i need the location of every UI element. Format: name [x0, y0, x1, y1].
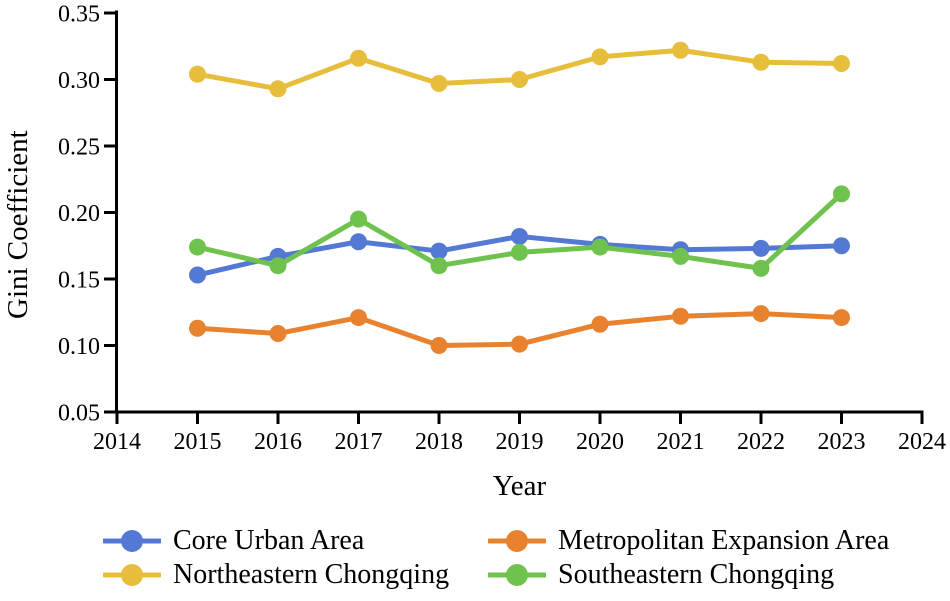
series-point-southeastern-chongqing [511, 243, 528, 261]
x-tick-label: 2021 [657, 429, 705, 455]
legend-label-metropolitan-expansion-area: Metropolitan Expansion Area [558, 525, 890, 556]
series-point-core-urban-area [350, 233, 367, 251]
series-point-metropolitan-expansion-area [672, 307, 689, 325]
series-point-northeastern-chongqing [752, 53, 770, 71]
legend-marker-metropolitan-expansion-area [488, 530, 546, 552]
series-point-southeastern-chongqing [350, 210, 367, 228]
legend: Core Urban Area Metropolitan Expansion Ar… [103, 524, 948, 592]
y-tick-label: 0.05 [58, 401, 100, 427]
series-point-metropolitan-expansion-area [752, 305, 770, 323]
legend-label-northeastern-chongqing: Northeastern Chongqing [173, 559, 450, 590]
y-axis-title: Gini Coefficient [2, 130, 34, 320]
x-tick-label: 2018 [415, 429, 463, 455]
series-point-core-urban-area [189, 266, 206, 284]
series-point-core-urban-area [752, 239, 770, 257]
series-point-southeastern-chongqing [591, 238, 609, 256]
y-tick-label: 0.25 [58, 135, 100, 161]
x-tick-label: 2024 [898, 429, 946, 455]
y-tick-label: 0.30 [58, 68, 100, 94]
series-point-southeastern-chongqing [833, 185, 850, 203]
y-tick-label: 0.15 [58, 268, 100, 294]
x-tick-label: 2015 [174, 429, 222, 455]
series-point-metropolitan-expansion-area [189, 319, 206, 337]
series-point-metropolitan-expansion-area [511, 335, 528, 353]
legend-item-core-urban-area: Core Urban Area [103, 527, 488, 555]
x-axis-title: Year [492, 470, 547, 502]
series-point-northeastern-chongqing [833, 55, 850, 73]
series-point-core-urban-area [833, 237, 850, 255]
y-tick-label: 0.20 [58, 201, 100, 227]
y-tick-label: 0.10 [58, 334, 100, 360]
series-point-metropolitan-expansion-area [430, 337, 448, 354]
series-point-southeastern-chongqing [269, 257, 287, 275]
legend-label-core-urban-area: Core Urban Area [173, 525, 365, 556]
series-point-northeastern-chongqing [430, 74, 448, 92]
legend-item-metropolitan-expansion-area: Metropolitan Expansion Area [488, 527, 948, 555]
series-point-northeastern-chongqing [511, 71, 528, 88]
legend-item-southeastern-chongqing: Southeastern Chongqing [488, 561, 948, 589]
series-point-core-urban-area [430, 242, 448, 260]
y-tick-label: 0.35 [58, 2, 100, 28]
series-point-metropolitan-expansion-area [591, 315, 609, 333]
series-point-northeastern-chongqing [269, 80, 287, 98]
x-tick-label: 2014 [93, 429, 141, 455]
series-point-northeastern-chongqing [350, 49, 367, 67]
legend-item-northeastern-chongqing: Northeastern Chongqing [103, 561, 488, 589]
series-point-metropolitan-expansion-area [350, 309, 367, 327]
x-tick-label: 2016 [254, 429, 302, 455]
legend-marker-core-urban-area [103, 530, 161, 552]
series-point-northeastern-chongqing [189, 65, 206, 83]
legend-marker-northeastern-chongqing [103, 564, 161, 586]
series-point-core-urban-area [511, 227, 528, 245]
x-tick-label: 2022 [737, 429, 785, 455]
series-point-northeastern-chongqing [672, 41, 689, 59]
series-point-southeastern-chongqing [189, 238, 206, 256]
legend-marker-southeastern-chongqing [488, 564, 546, 586]
series-point-southeastern-chongqing [430, 257, 448, 275]
x-tick-label: 2017 [335, 429, 383, 455]
series-point-metropolitan-expansion-area [833, 309, 850, 327]
x-tick-label: 2020 [576, 429, 624, 455]
series-point-northeastern-chongqing [591, 48, 609, 66]
x-tick-label: 2019 [496, 429, 544, 455]
x-tick-label: 2023 [818, 429, 866, 455]
series-point-metropolitan-expansion-area [269, 325, 287, 343]
series-point-southeastern-chongqing [672, 247, 689, 265]
series-point-southeastern-chongqing [752, 259, 770, 277]
legend-label-southeastern-chongqing: Southeastern Chongqing [558, 559, 835, 590]
